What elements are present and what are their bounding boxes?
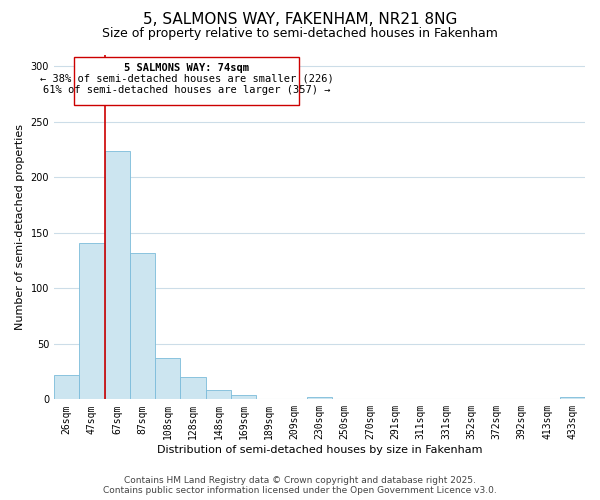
Bar <box>130 252 155 400</box>
Y-axis label: Number of semi-detached properties: Number of semi-detached properties <box>15 124 25 330</box>
FancyBboxPatch shape <box>74 57 299 105</box>
Text: ← 38% of semi-detached houses are smaller (226): ← 38% of semi-detached houses are smalle… <box>40 74 334 84</box>
Bar <box>54 375 79 400</box>
Bar <box>206 390 231 400</box>
Bar <box>79 242 104 400</box>
Text: 61% of semi-detached houses are larger (357) →: 61% of semi-detached houses are larger (… <box>43 85 331 95</box>
Text: 5 SALMONS WAY: 74sqm: 5 SALMONS WAY: 74sqm <box>124 63 249 73</box>
Text: Contains HM Land Registry data © Crown copyright and database right 2025.
Contai: Contains HM Land Registry data © Crown c… <box>103 476 497 495</box>
Bar <box>307 397 332 400</box>
Bar <box>560 397 585 400</box>
Bar <box>155 358 181 400</box>
Bar <box>181 377 206 400</box>
Text: 5, SALMONS WAY, FAKENHAM, NR21 8NG: 5, SALMONS WAY, FAKENHAM, NR21 8NG <box>143 12 457 28</box>
Bar <box>231 395 256 400</box>
X-axis label: Distribution of semi-detached houses by size in Fakenham: Distribution of semi-detached houses by … <box>157 445 482 455</box>
Bar <box>104 150 130 400</box>
Text: Size of property relative to semi-detached houses in Fakenham: Size of property relative to semi-detach… <box>102 28 498 40</box>
